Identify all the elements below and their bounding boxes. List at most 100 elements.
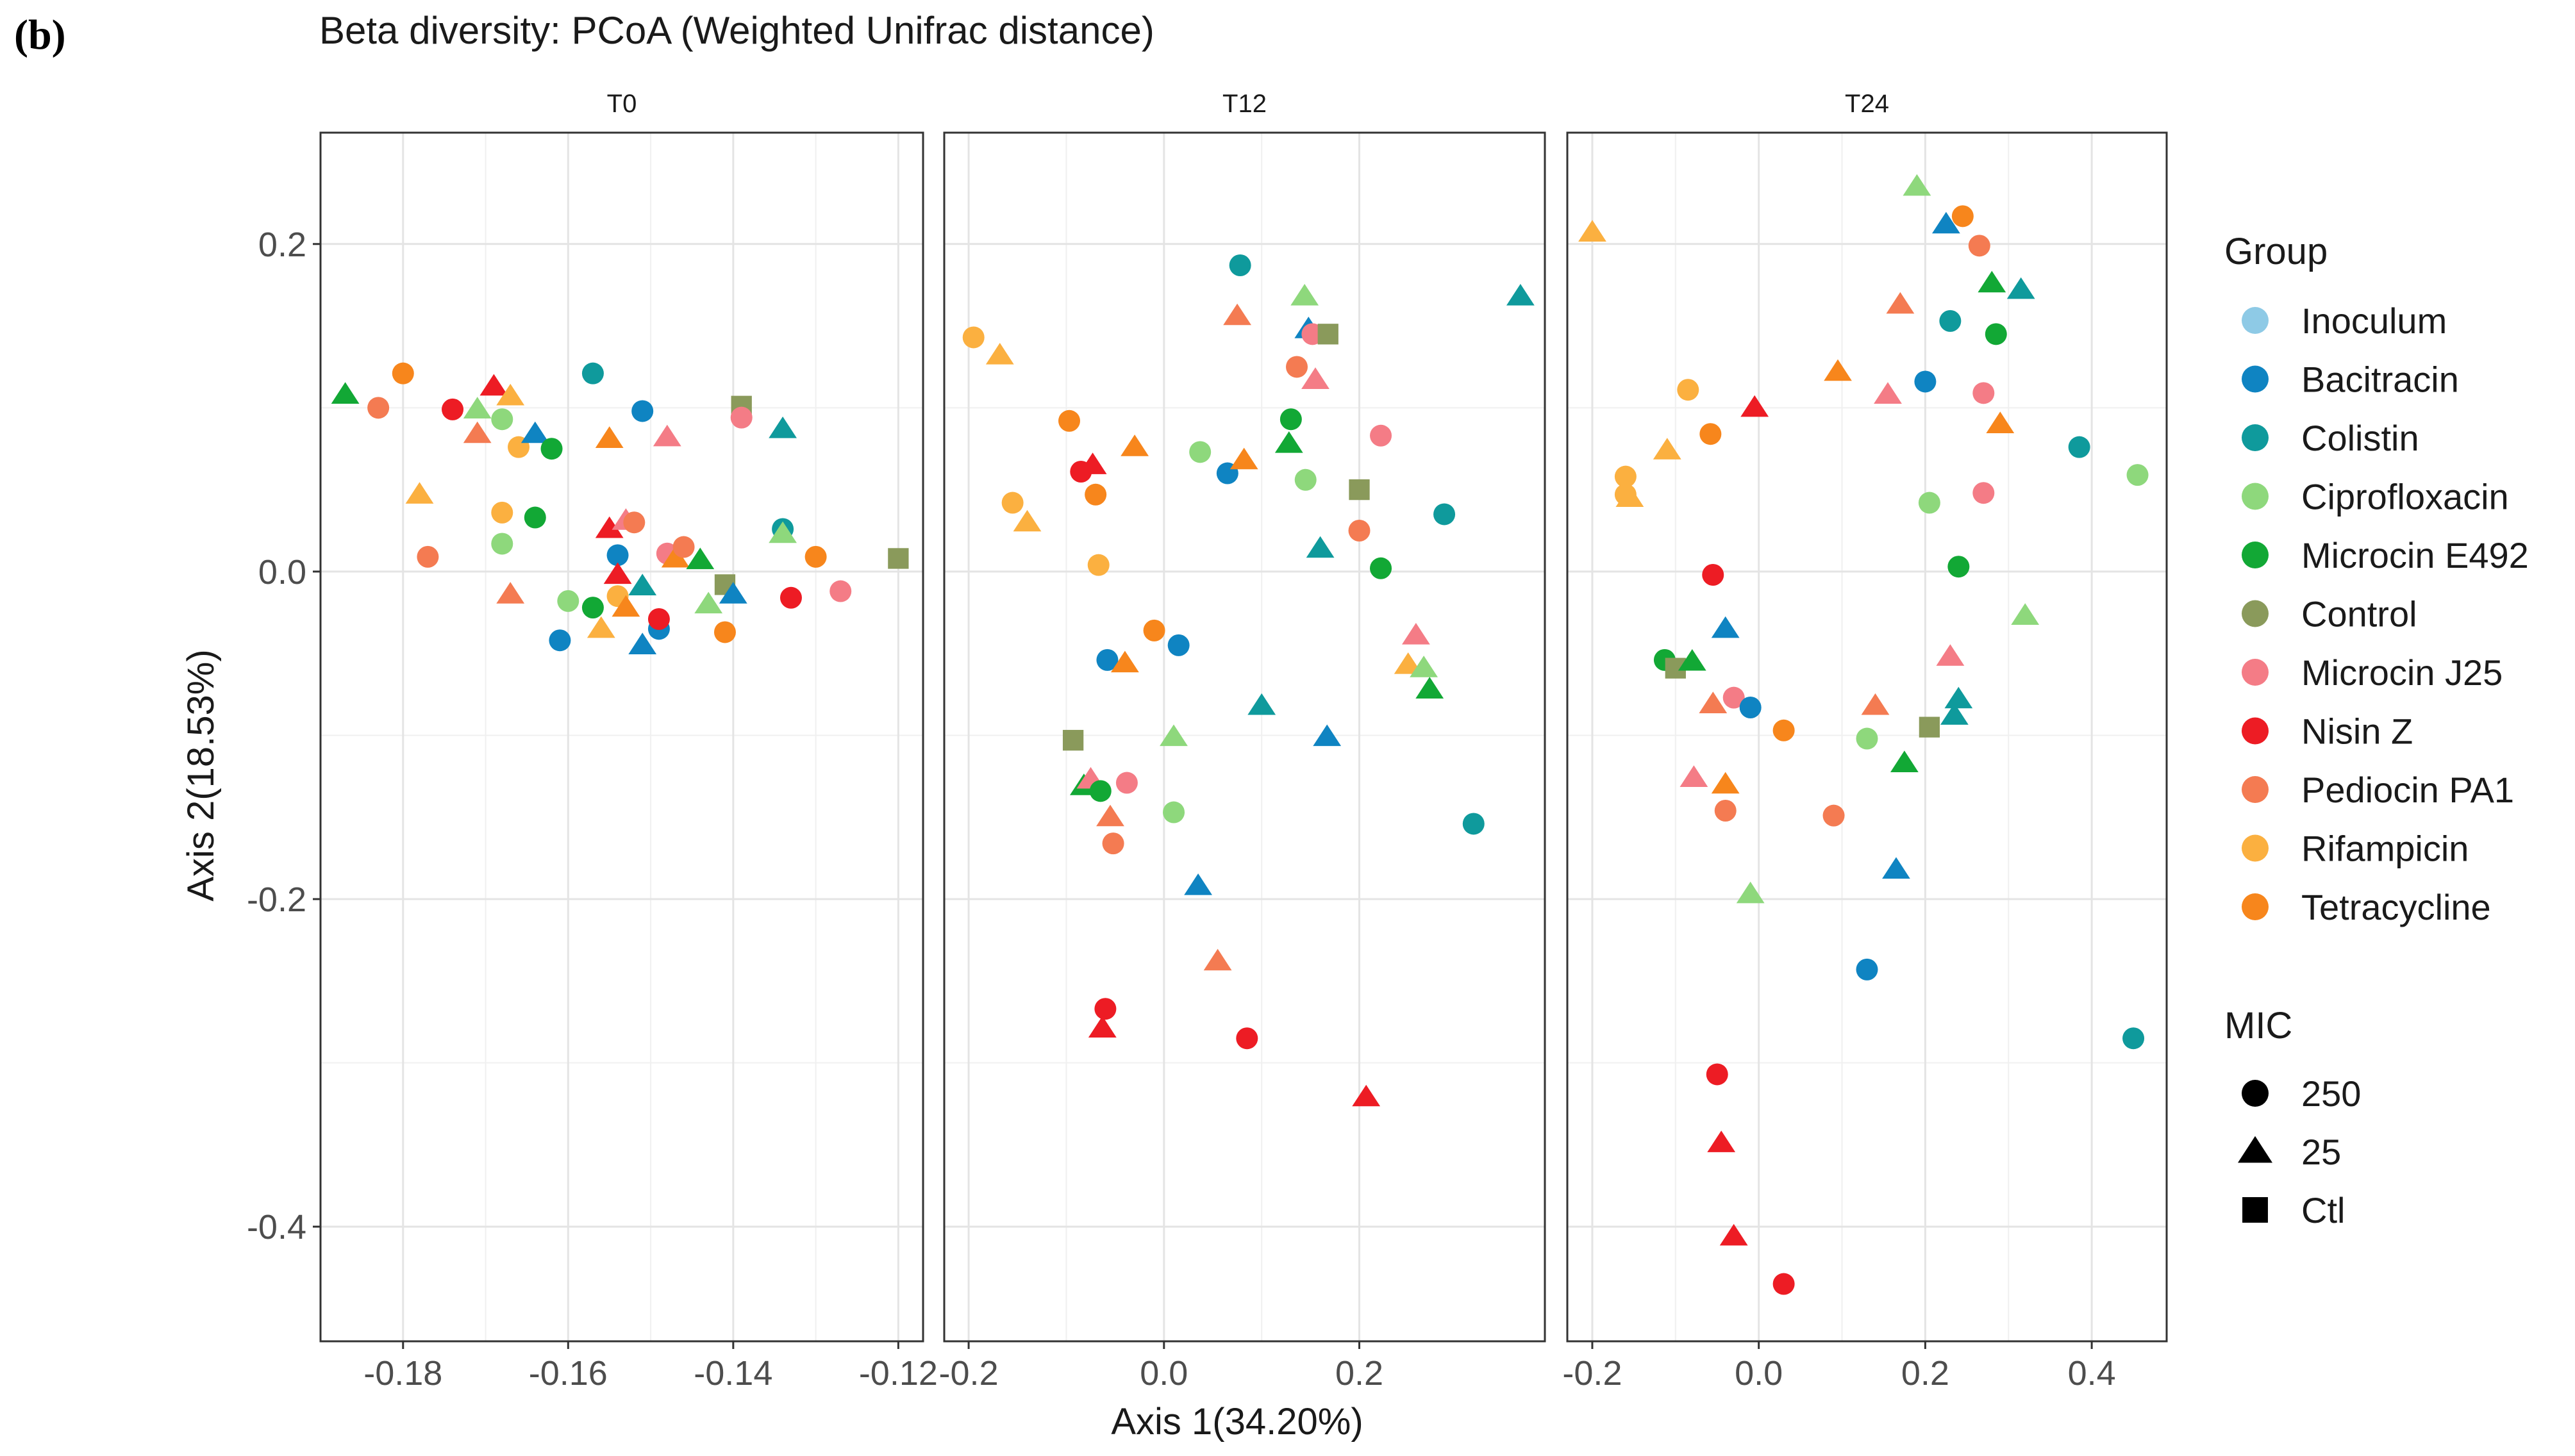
point-t24-nisin-z-circle bbox=[1772, 1273, 1795, 1295]
y-tick-label: 0.2 bbox=[258, 226, 306, 264]
legend-shape-triangle bbox=[2238, 1136, 2272, 1163]
point-t12-nisin-z-triangle bbox=[1088, 1016, 1117, 1038]
point-t0-rifampicin-triangle bbox=[405, 482, 434, 504]
point-t24-pediocin-pa1-circle bbox=[1714, 800, 1737, 822]
point-t24-rifampicin-triangle bbox=[1615, 485, 1644, 507]
point-t24-microcin-j25-circle bbox=[1972, 482, 1995, 504]
x-tick-label: 0.4 bbox=[2068, 1354, 2116, 1393]
point-t0-microcin-j25-triangle bbox=[653, 424, 681, 447]
legend-label-control: Control bbox=[2301, 594, 2417, 634]
point-t24-microcin-j25-triangle bbox=[1679, 765, 1708, 787]
point-t24-tetracycline-circle bbox=[1951, 205, 1974, 228]
y-axis: 0.2 0.0 -0.2 -0.4 bbox=[247, 226, 321, 1246]
point-t0-colistin-triangle bbox=[769, 417, 797, 438]
point-t12-bacitracin-circle bbox=[1167, 634, 1190, 656]
point-t12-microcin-e492-circle bbox=[1089, 780, 1112, 802]
x-tick-label: 0.2 bbox=[1335, 1354, 1383, 1393]
point-t12-pediocin-pa1-circle bbox=[1286, 356, 1308, 378]
point-t24-pediocin-pa1-circle bbox=[1968, 235, 1990, 257]
point-t24-tetracycline-triangle bbox=[1986, 411, 2015, 433]
point-t0-nisin-z-triangle bbox=[479, 374, 508, 396]
legend-swatch-ciprofloxacin bbox=[2242, 483, 2269, 510]
point-t24-colistin-triangle bbox=[2006, 277, 2035, 299]
point-t12-control-square bbox=[1062, 729, 1084, 751]
point-t24-colistin-circle bbox=[2122, 1027, 2145, 1050]
point-t24-ciprofloxacin-circle bbox=[1918, 492, 1940, 514]
panel-background bbox=[321, 133, 923, 1341]
point-t12-control-square bbox=[1317, 324, 1338, 345]
point-t24-microcin-j25-circle bbox=[1972, 382, 1995, 404]
point-t12-colistin-triangle bbox=[1506, 284, 1535, 306]
point-t24-pediocin-pa1-triangle bbox=[1699, 691, 1728, 713]
x-tick-label: -0.2 bbox=[939, 1354, 999, 1393]
point-t24-microcin-e492-triangle bbox=[1978, 270, 2006, 293]
point-t12-colistin-triangle bbox=[1247, 693, 1276, 715]
point-t24-microcin-e492-circle bbox=[1947, 556, 1970, 578]
legend-swatch-rifampicin bbox=[2242, 834, 2269, 862]
point-t24-ciprofloxacin-circle bbox=[2126, 464, 2149, 486]
legend-label-microcin-e492: Microcin E492 bbox=[2301, 535, 2529, 575]
point-t12-ciprofloxacin-triangle bbox=[1410, 656, 1438, 677]
point-t0-microcin-e492-triangle bbox=[686, 547, 715, 570]
point-t12-bacitracin-triangle bbox=[1184, 873, 1212, 895]
point-t0-tetracycline-triangle bbox=[612, 595, 640, 617]
legend-swatch-microcin-e492 bbox=[2242, 542, 2269, 568]
point-t0-microcin-e492-triangle bbox=[331, 382, 360, 404]
point-t12-ciprofloxacin-circle bbox=[1189, 441, 1212, 463]
point-t24-pediocin-pa1-circle bbox=[1822, 804, 1845, 827]
point-t12-colistin-circle bbox=[1462, 813, 1485, 835]
point-t0-colistin-triangle bbox=[628, 574, 657, 595]
panel-border bbox=[1566, 131, 2168, 1343]
facet-label-t12: T12 bbox=[1222, 90, 1267, 118]
legend-label-ciprofloxacin: Ciprofloxacin bbox=[2301, 477, 2509, 517]
point-t24-colistin-triangle bbox=[1944, 686, 1973, 709]
point-t24-nisin-z-circle bbox=[1706, 1063, 1728, 1086]
point-t24-control-square bbox=[1919, 716, 1940, 738]
point-t24-bacitracin-circle bbox=[1856, 958, 1878, 980]
point-t0-nisin-z-circle bbox=[442, 398, 464, 420]
point-t0-pediocin-pa1-circle bbox=[417, 545, 439, 568]
point-t0-microcin-j25-circle bbox=[829, 580, 852, 602]
legend-swatch-nisin-z bbox=[2242, 717, 2269, 745]
point-t24-bacitracin-circle bbox=[1914, 370, 1937, 393]
legend-label-bacitracin: Bacitracin bbox=[2301, 360, 2459, 400]
legend-label-microcin-j25: Microcin J25 bbox=[2301, 652, 2503, 693]
legend-swatch-colistin bbox=[2242, 424, 2269, 451]
point-t12-microcin-j25-circle bbox=[1370, 424, 1392, 447]
group-legend-title: Group bbox=[2224, 231, 2328, 272]
point-t12-microcin-e492-circle bbox=[1370, 557, 1392, 579]
panel-t24: T24 -0.2 0.0 0.2 0.4 bbox=[1562, 90, 2168, 1393]
point-t24-microcin-j25-circle bbox=[1722, 686, 1745, 709]
point-t24-colistin-triangle bbox=[1940, 703, 1969, 725]
point-t12-bacitracin-triangle bbox=[1313, 724, 1342, 747]
point-t12-nisin-z-triangle bbox=[1078, 452, 1107, 474]
point-t0-bacitracin-circle bbox=[549, 629, 571, 652]
point-t12-bacitracin-circle bbox=[1096, 649, 1119, 671]
point-t12-tetracycline-triangle bbox=[1229, 447, 1258, 470]
point-t0-ciprofloxacin-circle bbox=[491, 408, 513, 431]
facet-label-t0: T0 bbox=[607, 90, 637, 118]
point-t12-control-square bbox=[1349, 479, 1370, 500]
point-t24-rifampicin-circle bbox=[1677, 379, 1699, 401]
point-t12-nisin-z-circle bbox=[1094, 998, 1117, 1020]
point-t12-microcin-j25-triangle bbox=[1301, 367, 1329, 389]
point-t24-rifampicin-circle bbox=[1614, 465, 1637, 488]
point-t24-bacitracin-triangle bbox=[1711, 616, 1740, 638]
point-t24-tetracycline-circle bbox=[1699, 423, 1722, 445]
point-t0-tetracycline-circle bbox=[713, 621, 736, 643]
point-t0-rifampicin-triangle bbox=[587, 616, 615, 638]
x-tick-label: 0.0 bbox=[1140, 1354, 1188, 1393]
point-t0-bacitracin-circle bbox=[606, 544, 629, 567]
legend-label-colistin: Colistin bbox=[2301, 418, 2419, 458]
legend-swatch-microcin-j25 bbox=[2242, 659, 2269, 686]
point-t0-ciprofloxacin-circle bbox=[557, 590, 579, 612]
chart-title: Beta diversity: PCoA (Weighted Unifrac d… bbox=[319, 9, 1154, 52]
point-t0-control-square bbox=[888, 548, 909, 569]
point-t0-pediocin-pa1-circle bbox=[367, 397, 390, 419]
point-t24-ciprofloxacin-triangle bbox=[1903, 174, 1931, 196]
legend-label-ctl: Ctl bbox=[2301, 1190, 2345, 1230]
y-tick-label: 0.0 bbox=[258, 553, 306, 592]
point-t24-rifampicin-triangle bbox=[1578, 220, 1606, 242]
point-t0-colistin-circle bbox=[581, 362, 604, 385]
point-t24-colistin-circle bbox=[1939, 310, 1962, 332]
